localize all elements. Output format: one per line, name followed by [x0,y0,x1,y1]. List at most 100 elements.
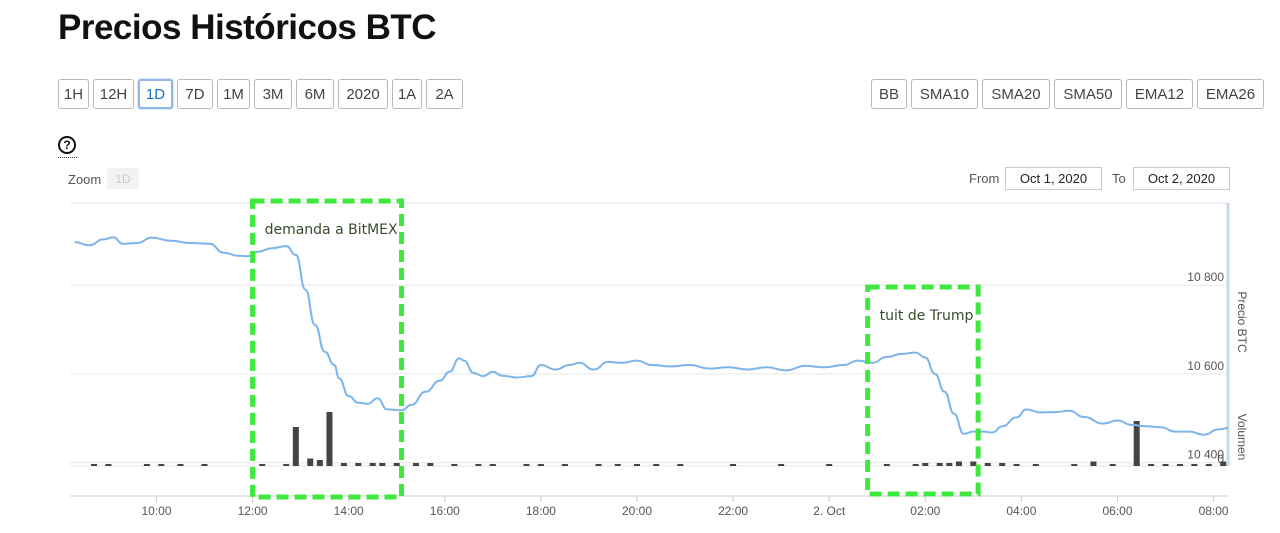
volume-bar [451,464,458,466]
volume-axis-title: Volumen [1235,414,1249,461]
volume-bar [677,464,684,466]
volume-bar [1176,464,1183,466]
range-button-3m[interactable]: 3M [254,79,292,109]
x-tick-label: 20:00 [622,504,652,518]
indicator-button-ema12[interactable]: EMA12 [1126,79,1193,109]
indicator-button-sma10[interactable]: SMA10 [911,79,978,109]
volume-bar [475,464,482,466]
x-tick-label: 12:00 [238,504,268,518]
volume-bar [778,464,785,466]
volume-bar [561,464,568,466]
range-button-1h[interactable]: 1H [58,79,89,109]
volume-bar [340,463,347,466]
volume-bar [326,412,333,466]
to-date-input[interactable] [1133,167,1230,190]
volume-bar [912,464,919,466]
volume-bar [984,463,991,466]
volume-bar [393,463,400,466]
indicator-button-group: BB SMA10 SMA20 SMA50 EMA12 EMA26 [871,79,1264,109]
volume-bar [1205,464,1212,466]
volume-bar [537,464,544,466]
annotation-label-1: demanda a BitMEX [265,222,398,238]
help-underline [58,157,77,158]
x-tick-label: 2. Oct [813,504,846,518]
volume-bar [922,463,929,466]
volume-bar [946,463,953,466]
volume-bar [1162,464,1169,466]
volume-bar [730,464,737,466]
from-date-input[interactable] [1005,167,1102,190]
range-button-1m[interactable]: 1M [217,79,250,109]
volume-bar [259,464,266,466]
zoom-label: Zoom [68,172,102,187]
indicator-button-ema26[interactable]: EMA26 [1197,79,1264,109]
volume-bar [355,463,362,466]
volume-bar [523,464,530,466]
x-tick-label: 08:00 [1199,504,1229,518]
range-button-12h[interactable]: 12H [93,79,134,109]
indicator-button-sma50[interactable]: SMA50 [1054,79,1122,109]
volume-bar [1148,464,1155,466]
x-tick-label: 14:00 [334,504,364,518]
range-button-group: 1H 12H 1D 7D 1M 3M 6M 2020 1A 2A [58,79,463,109]
volume-bar [143,464,150,466]
price-axis-title: Precio BTC [1235,291,1249,353]
help-icon[interactable]: ? [58,136,76,154]
indicator-button-sma20[interactable]: SMA20 [982,79,1050,109]
to-label: To [1112,171,1126,186]
annotation-box-2 [865,284,981,497]
volume-bar [105,464,112,466]
volume-bar [936,463,943,466]
range-button-6m[interactable]: 6M [296,79,334,109]
volume-bar [999,463,1006,466]
volume-bar [307,458,314,466]
zoom-1d-button[interactable]: 1D [107,168,139,189]
volume-bar [1071,464,1078,466]
x-tick-label: 04:00 [1006,504,1036,518]
volume-bar [1133,421,1140,466]
volume-bar [91,464,98,466]
volume-bar [1090,461,1097,466]
price-tick-label: 10 400 [1187,448,1224,462]
volume-bar [595,464,602,466]
volume-bar [489,464,496,466]
x-tick-label: 06:00 [1102,504,1132,518]
volume-bar [201,464,208,466]
range-button-1a[interactable]: 1A [392,79,422,109]
volume-bar [653,464,660,466]
volume-bar [292,427,299,466]
range-button-1d[interactable]: 1D [138,79,173,109]
volume-bar [633,464,640,466]
range-button-2020[interactable]: 2020 [338,79,388,109]
annotation-box-1 [250,198,405,500]
volume-tick-label: 0 [1217,452,1224,466]
volume-bar [1013,464,1020,466]
indicator-button-bb[interactable]: BB [871,79,907,109]
price-tick-label: 10 800 [1187,270,1224,284]
volume-bar [412,463,419,466]
volume-bar [427,463,434,466]
volume-bar [614,464,621,466]
volume-bar [1220,461,1227,466]
volume-bar [883,464,890,466]
x-tick-label: 18:00 [526,504,556,518]
annotation-label-2: tuit de Trump [880,308,974,324]
range-button-2a[interactable]: 2A [426,79,463,109]
price-tick-label: 10 600 [1187,359,1224,373]
volume-bar [283,464,290,466]
x-tick-label: 02:00 [910,504,940,518]
volume-bar [379,463,386,466]
volume-bar [955,461,962,466]
page-title: Precios Históricos BTC [58,8,437,47]
from-label: From [969,171,1000,186]
volume-bar [177,464,184,466]
x-tick-label: 10:00 [141,504,171,518]
x-tick-label: 22:00 [718,504,748,518]
range-button-7d[interactable]: 7D [177,79,213,109]
volume-bar [1032,464,1039,466]
volume-bar [369,463,376,466]
volume-bar [316,460,323,466]
volume-bar [158,464,165,466]
volume-bar [1191,464,1198,466]
